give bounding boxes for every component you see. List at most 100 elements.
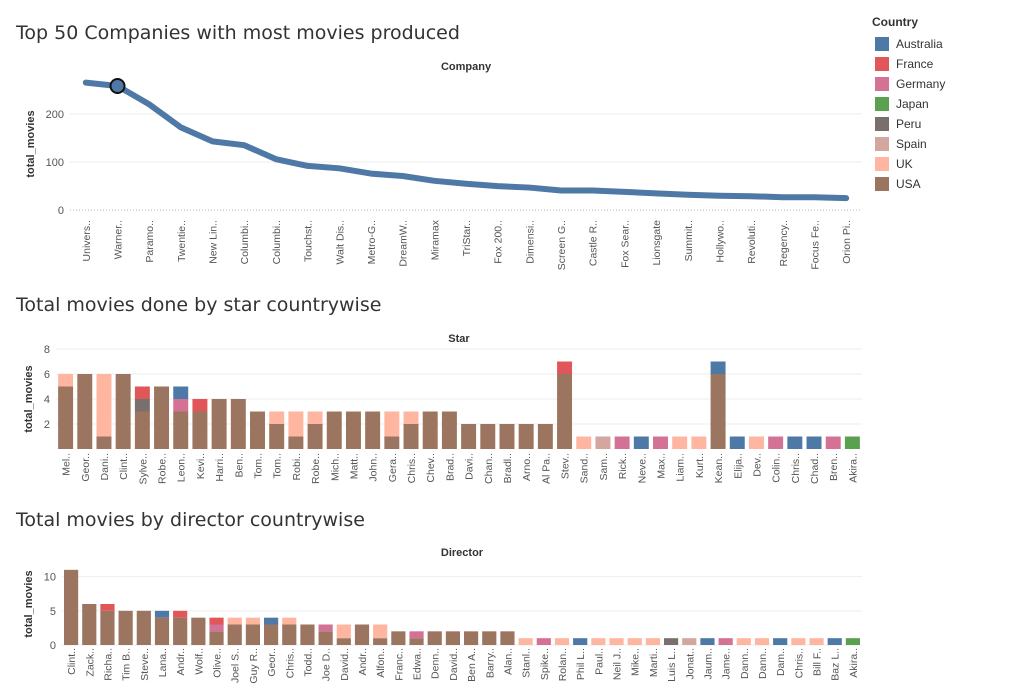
chart-title-companies: Top 50 Companies with most movies produc… <box>16 22 460 44</box>
director-bar-australia <box>827 638 842 645</box>
director-bar-usa <box>300 624 315 645</box>
star-x-tick-label: Neve.. <box>636 453 648 483</box>
legend-item-france[interactable]: France <box>872 54 1012 74</box>
director-x-tick-label: Alfon.. <box>375 648 387 678</box>
star-x-tick-label: Chad.. <box>809 453 821 484</box>
director-bar-usa <box>264 624 279 645</box>
company-x-tick-label: Lionsgate <box>651 220 663 266</box>
star-bar-uk <box>384 411 400 437</box>
star-y-tick-label: 4 <box>44 394 50 406</box>
star-x-tick-label: Tom.. <box>253 453 265 479</box>
director-bar-usa <box>227 624 242 645</box>
legend-item-australia[interactable]: Australia <box>872 34 1012 54</box>
company-x-tick-label: Castle R.. <box>588 220 600 266</box>
director-bar-australia <box>573 638 588 645</box>
company-series-line <box>82 79 850 202</box>
director-x-tick-label: Franc.. <box>393 648 405 681</box>
director-bar-germany <box>409 631 424 639</box>
star-x-tick-label: Rick.. <box>617 453 629 479</box>
director-bar-uk <box>373 624 388 639</box>
director-bar-germany <box>536 638 551 645</box>
star-x-tick-label: Kean.. <box>713 453 725 483</box>
director-bar-usa <box>154 617 170 645</box>
company-x-tick-label: Miramax <box>429 219 441 260</box>
legend-item-japan[interactable]: Japan <box>872 94 1012 114</box>
company-x-tick-label: Twentie.. <box>176 220 188 262</box>
director-bar-usa <box>191 617 206 645</box>
company-x-tick-label: Orion Pi.. <box>841 220 853 264</box>
legend-item-germany[interactable]: Germany <box>872 74 1012 94</box>
star-x-tick-label: Akira.. <box>847 453 859 483</box>
director-bar-australia <box>700 638 715 645</box>
star-x-tick-label: Chris.. <box>406 453 418 483</box>
director-bar-usa <box>500 631 515 645</box>
star-x-tick-label: Gera.. <box>387 453 399 482</box>
director-x-tick-label: Barry.. <box>484 648 496 678</box>
star-x-tick-label: Robe.. <box>310 453 322 484</box>
director-x-tick-label: Akira.. <box>848 648 860 678</box>
legend-item-spain[interactable]: Spain <box>872 134 1012 154</box>
legend-item-uk[interactable]: UK <box>872 154 1012 174</box>
director-bar-uk <box>645 638 660 645</box>
company-x-tick-label: Focus Fe.. <box>809 220 821 270</box>
star-bar-usa <box>537 424 553 449</box>
star-bar-usa <box>230 399 246 449</box>
star-bar-usa <box>345 411 361 449</box>
director-bar-uk <box>245 617 260 625</box>
director-bar-uk <box>591 638 606 645</box>
company-x-tick-label: Paramo.. <box>144 220 156 263</box>
star-x-tick-label: Robe.. <box>157 453 169 484</box>
company-x-tick-label: Regency.. <box>778 220 790 267</box>
director-x-tick-label: David.. <box>339 648 351 681</box>
star-x-tick-label: Mel.. <box>61 453 73 476</box>
company-x-tick-label: Hollywo.. <box>714 220 726 263</box>
star-bar-japan <box>844 436 860 449</box>
star-bar-usa <box>250 411 265 449</box>
star-x-tick-label: Elija.. <box>732 453 744 479</box>
director-bar-usa <box>318 631 333 645</box>
star-panel-title: Star <box>448 333 470 345</box>
star-x-tick-label: Harri.. <box>214 453 226 482</box>
legend-swatch <box>875 117 889 131</box>
director-bar-uk <box>609 638 624 645</box>
director-x-tick-label: Richa.. <box>102 648 114 681</box>
director-bar-uk <box>336 624 351 639</box>
star-bar-usa <box>403 424 419 449</box>
director-x-tick-label: Joe D.. <box>321 648 333 681</box>
director-bar-france <box>209 617 224 625</box>
star-bar-spain <box>595 436 611 449</box>
star-bar-australia <box>633 436 649 449</box>
star-bar-usa <box>154 386 170 449</box>
star-bar-usa <box>192 411 208 449</box>
director-x-tick-label: Todd.. <box>302 648 314 677</box>
legend-item-peru[interactable]: Peru <box>872 114 1012 134</box>
star-bar-france <box>192 399 208 412</box>
director-bar-uk <box>227 617 242 625</box>
star-y-axis-label: total_movies <box>23 365 35 432</box>
star-bar-peru <box>134 399 150 412</box>
legend-item-usa[interactable]: USA <box>872 174 1012 194</box>
star-bar-usa <box>557 374 573 449</box>
star-x-tick-label: Sand.. <box>579 453 591 483</box>
star-x-tick-label: Chev.. <box>425 453 437 483</box>
director-bar-usa <box>373 638 388 645</box>
director-x-tick-label: Baz L.. <box>830 648 842 681</box>
star-x-tick-label: John.. <box>368 453 380 482</box>
director-x-tick-label: Bill F.. <box>812 648 824 676</box>
star-bar-uk <box>288 411 304 437</box>
star-x-tick-label: Robi.. <box>291 453 303 480</box>
director-x-tick-label: Joel S.. <box>230 648 242 683</box>
director-bar-usa <box>482 631 497 645</box>
director-x-tick-label: David.. <box>448 648 460 681</box>
company-x-tick-label: DreamW.. <box>398 220 410 267</box>
star-x-tick-label: Chris.. <box>790 453 802 483</box>
star-x-tick-label: Kurt.. <box>694 453 706 478</box>
director-x-tick-label: Marti.. <box>648 648 660 677</box>
star-x-tick-label: Geor.. <box>80 453 92 482</box>
director-bar-uk <box>754 638 770 645</box>
director-bar-usa <box>136 610 151 645</box>
director-bar-usa <box>100 610 115 645</box>
director-x-tick-label: Rolan.. <box>557 648 569 681</box>
star-bar-germany <box>173 399 189 412</box>
star-bar-uk <box>691 436 707 449</box>
